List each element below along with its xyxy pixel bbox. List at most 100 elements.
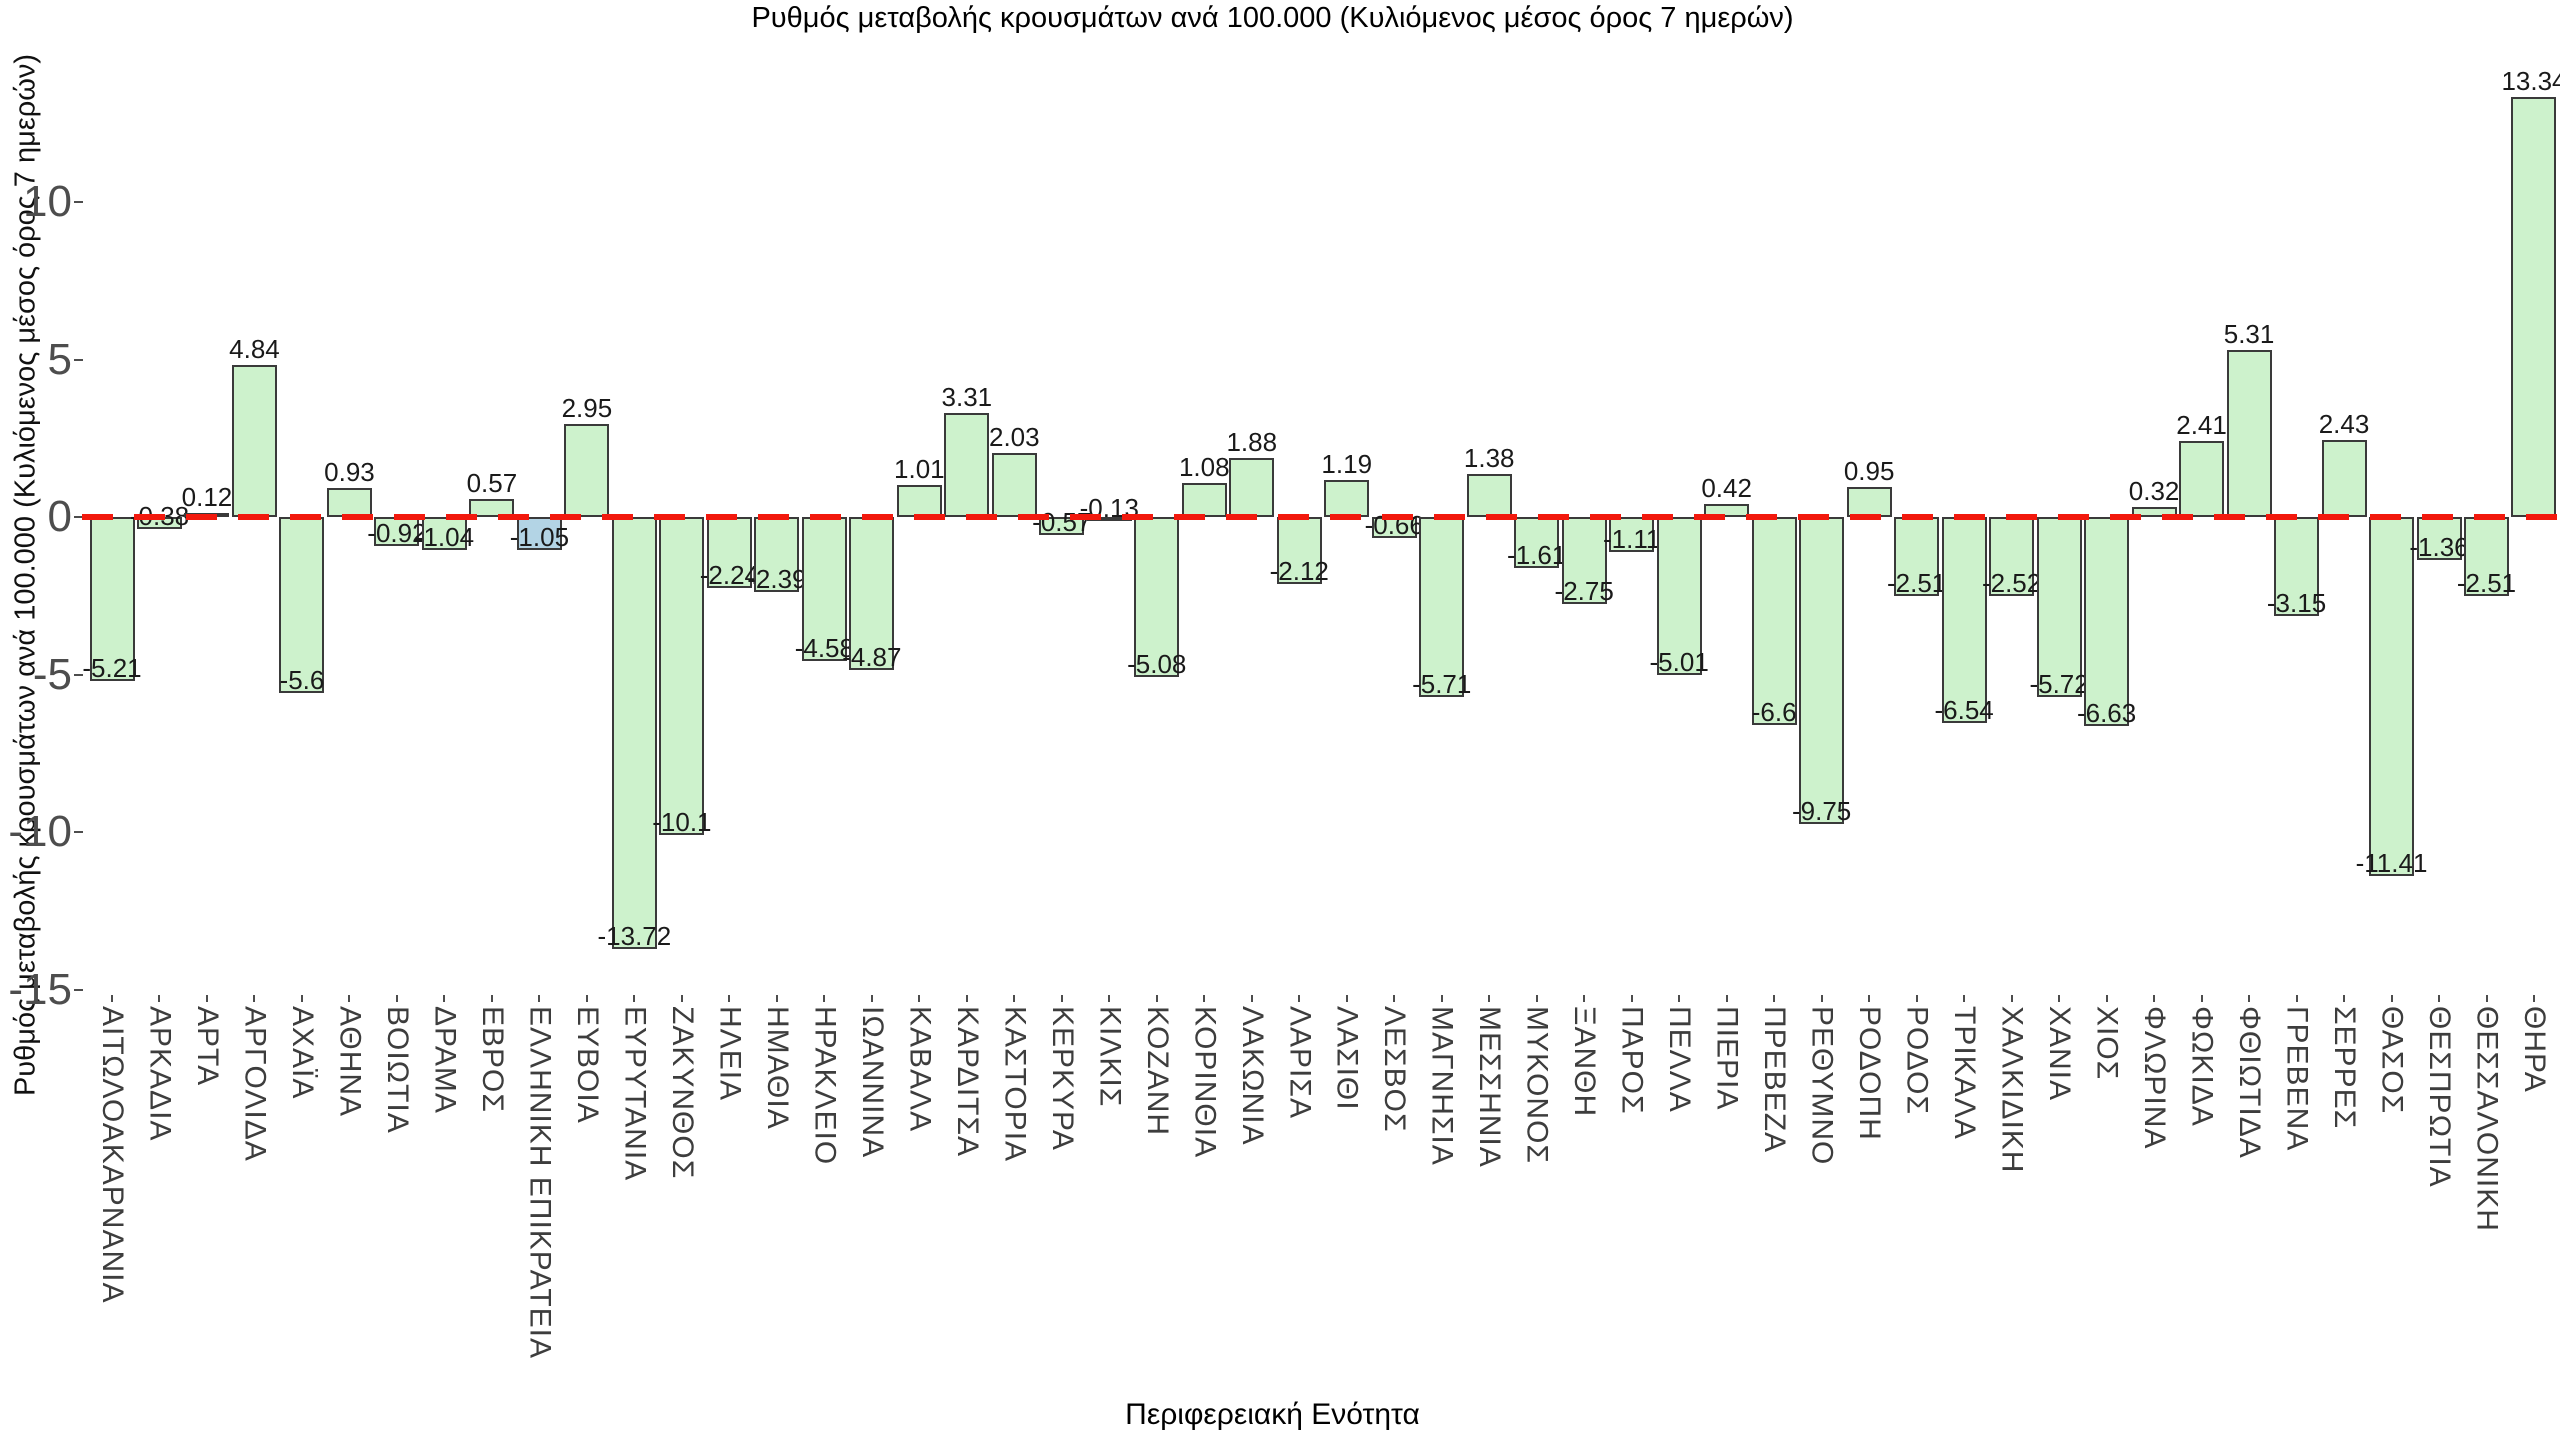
y-tick-label: -15 xyxy=(8,964,72,1014)
x-axis-title: Περιφερειακή Ενότητα xyxy=(1125,1398,1420,1431)
x-tick-mark xyxy=(490,995,493,1002)
category-label: ΡΟΔΟΣ xyxy=(1900,1006,1934,1116)
bar-value-label: 2.41 xyxy=(2176,410,2227,441)
bar-value-label: -13.72 xyxy=(597,921,672,952)
bar xyxy=(754,517,800,593)
category-label: ΔΡΑΜΑ xyxy=(428,1006,462,1114)
bar-value-label: 0.93 xyxy=(324,456,375,487)
x-tick-mark xyxy=(1203,995,1206,1002)
bar xyxy=(944,412,990,517)
x-tick-mark xyxy=(1060,995,1063,1002)
category-label: ΘΕΣΣΑΛΟΝΙΚΗ xyxy=(2470,1006,2504,1232)
x-tick-mark xyxy=(918,995,921,1002)
bar-value-label: -2.51 xyxy=(2456,568,2517,599)
bar-value-label: -6.54 xyxy=(1934,695,1994,725)
y-tick-mark xyxy=(74,673,83,676)
category-label: ΜΕΣΣΗΝΙΑ xyxy=(1473,1006,1507,1168)
x-tick-mark xyxy=(1345,995,1348,1002)
category-label: ΒΟΙΩΤΙΑ xyxy=(380,1006,414,1134)
category-label: ΦΘΙΩΤΙΔΑ xyxy=(2233,1006,2267,1159)
x-tick-mark xyxy=(1820,995,1823,1002)
bar-value-label: 5.31 xyxy=(2223,318,2275,349)
category-label: ΘΕΣΠΡΩΤΙΑ xyxy=(2423,1006,2456,1188)
x-tick-mark xyxy=(2485,995,2488,1002)
bar xyxy=(611,517,657,950)
bar-value-label: -5.08 xyxy=(1127,649,1187,680)
bar-value-label: 4.84 xyxy=(229,333,280,364)
x-tick-mark xyxy=(1725,995,1728,1002)
x-tick-mark xyxy=(2343,995,2346,1002)
category-label: ΑΡΚΑΔΙΑ xyxy=(143,1006,177,1142)
bar-value-label: -2.12 xyxy=(1269,555,1329,586)
bar-value-label: -2.75 xyxy=(1554,575,1614,606)
bar-value-label: -4.87 xyxy=(842,642,902,673)
x-tick-mark xyxy=(2200,995,2203,1002)
bar xyxy=(2369,517,2415,877)
bar-value-label: -5.6 xyxy=(279,665,325,696)
category-label: ΚΑΡΔΙΤΣΑ xyxy=(950,1006,984,1158)
bar xyxy=(801,517,847,662)
category-label: ΡΕΘΥΜΝΟ xyxy=(1805,1006,1839,1166)
x-tick-mark xyxy=(1773,995,1776,1002)
bar-value-label: 0.95 xyxy=(1843,456,1895,487)
bar-value-label: -6.6 xyxy=(1751,696,1797,727)
x-tick-mark xyxy=(633,995,636,1002)
y-tick-label: 0 xyxy=(47,492,72,541)
x-tick-mark xyxy=(158,995,161,1002)
bar xyxy=(849,517,895,671)
category-label: ΛΑΚΩΝΙΑ xyxy=(1235,1006,1269,1146)
category-label: ΑΘΗΝΑ xyxy=(333,1006,367,1118)
category-label: ΚΙΛΚΙΣ xyxy=(1093,1006,1127,1108)
category-label: ΕΥΒΟΙΑ xyxy=(570,1006,604,1124)
bar xyxy=(991,453,1037,517)
x-tick-mark xyxy=(2295,995,2298,1002)
bar xyxy=(659,517,705,836)
x-tick-mark xyxy=(395,995,398,1002)
y-tick-label: -5 xyxy=(32,649,72,699)
bar-value-label: -1.05 xyxy=(509,522,570,553)
bar-value-label: -6.63 xyxy=(2076,697,2137,728)
category-label: ΣΕΡΡΕΣ xyxy=(2328,1006,2362,1130)
bar xyxy=(1989,517,2035,597)
bar-value-label: 2.43 xyxy=(2318,409,2370,440)
zero-baseline xyxy=(82,514,2560,520)
x-tick-mark xyxy=(2153,995,2156,1002)
x-tick-mark xyxy=(538,995,541,1002)
x-tick-mark xyxy=(253,995,256,1002)
category-label: ΘΗΡΑ xyxy=(2517,1006,2551,1093)
category-label: ΜΥΚΟΝΟΣ xyxy=(1520,1006,1554,1164)
bar-value-label: 0.42 xyxy=(1701,472,1752,503)
bar-value-label: -1.04 xyxy=(414,521,475,552)
bar-value-label: 0.32 xyxy=(2128,475,2180,506)
x-tick-mark xyxy=(585,995,588,1002)
x-tick-mark xyxy=(1488,995,1491,1002)
bar-value-label: 2.03 xyxy=(988,422,1040,453)
x-tick-mark xyxy=(1963,995,1966,1002)
bar xyxy=(326,487,372,517)
category-label: ΧΑΝΙΑ xyxy=(2043,1006,2077,1102)
x-tick-mark xyxy=(775,995,778,1002)
x-tick-mark xyxy=(1155,995,1158,1002)
category-label: ΚΟΡΙΝΘΙΑ xyxy=(1188,1006,1222,1159)
category-label: ΞΑΝΘΗ xyxy=(1568,1006,1602,1118)
y-tick-label: -10 xyxy=(8,807,72,856)
category-label: ΠΕΛΛΑ xyxy=(1663,1006,1697,1113)
bar-value-label: -5.21 xyxy=(82,653,142,684)
bar xyxy=(2036,517,2082,698)
bar-value-label: -5.71 xyxy=(1412,668,1472,699)
bar-value-label: -1.11 xyxy=(1603,523,1661,554)
bar-value-label: -4.58 xyxy=(794,633,854,664)
category-label: ΚΑΣΤΟΡΙΑ xyxy=(998,1006,1032,1163)
bar-value-label: -2.39 xyxy=(747,564,807,595)
x-tick-mark xyxy=(965,995,968,1002)
bar xyxy=(1941,517,1987,723)
x-tick-mark xyxy=(1868,995,1871,1002)
bar-value-label: 1.01 xyxy=(894,454,945,485)
category-label: ΗΜΑΘΙΑ xyxy=(760,1006,794,1130)
x-tick-mark xyxy=(1250,995,1253,1002)
bar xyxy=(1656,517,1702,675)
bar xyxy=(2179,441,2225,517)
category-label: ΦΛΩΡΙΝΑ xyxy=(2138,1006,2172,1150)
x-tick-mark xyxy=(2010,995,2013,1002)
